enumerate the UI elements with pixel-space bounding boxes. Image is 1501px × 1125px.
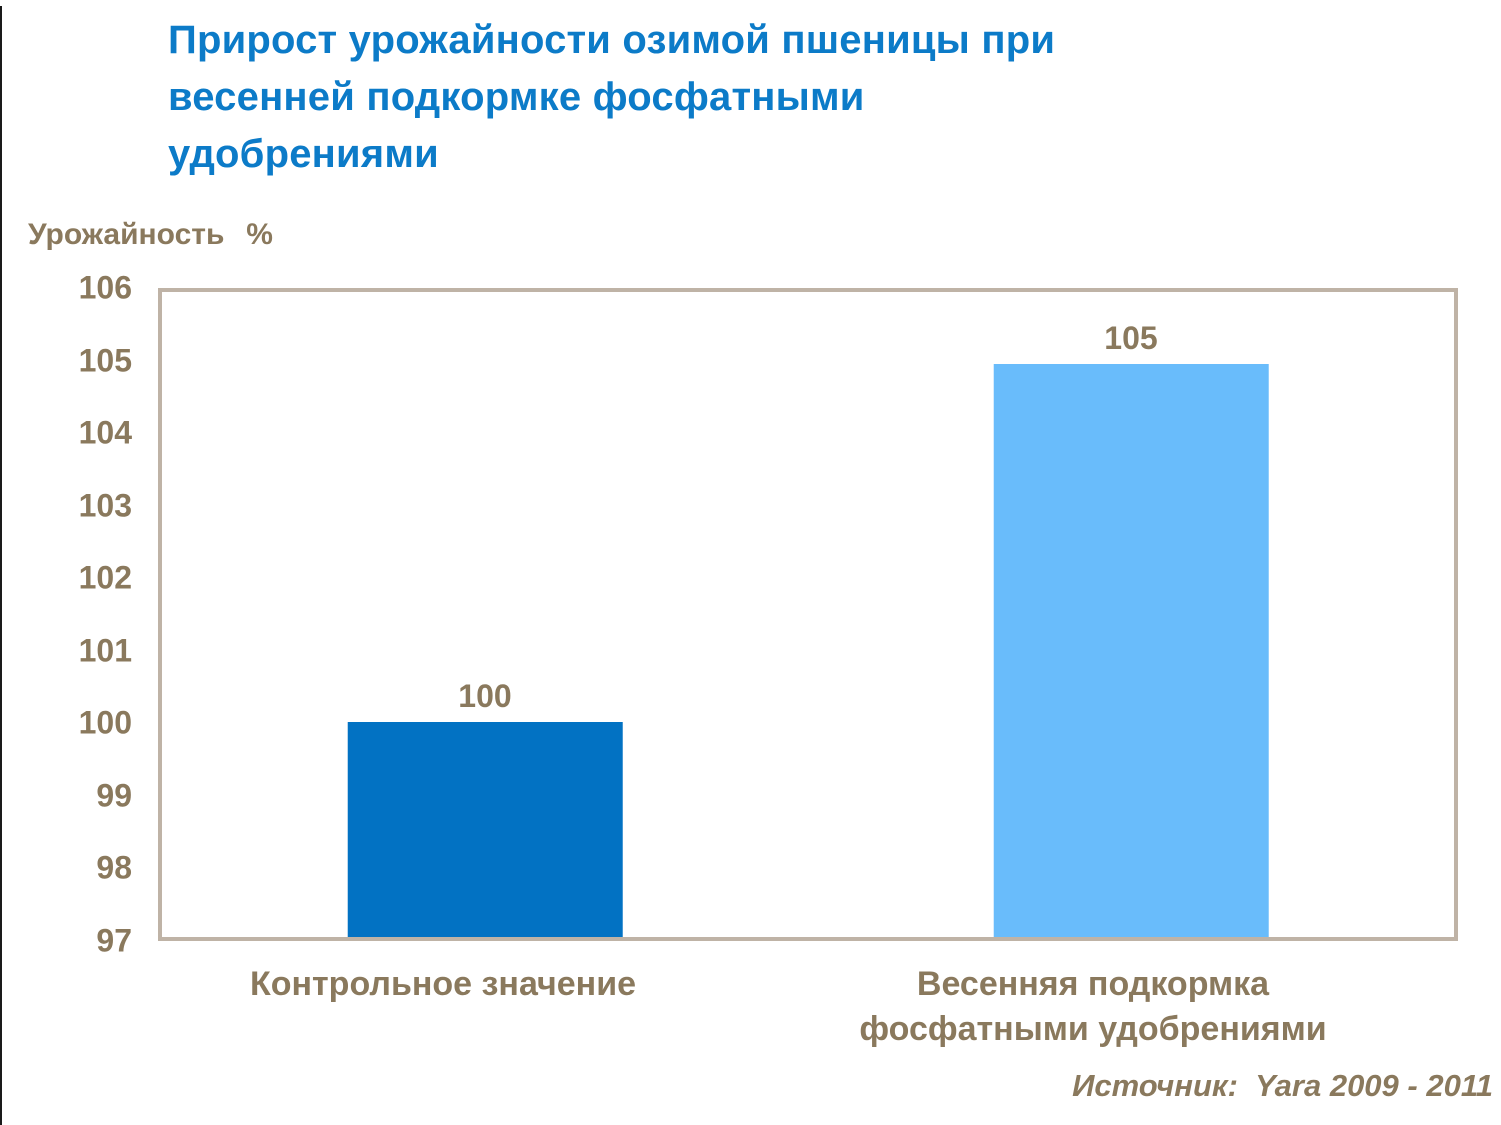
y-axis-title: Урожайность % — [28, 218, 273, 251]
y-tick-label: 106 — [78, 269, 132, 306]
bar-value-label: 105 — [1104, 319, 1158, 356]
y-tick-label: 98 — [96, 849, 132, 886]
source-note: Источник: Yara 2009 - 2011 — [1072, 1068, 1493, 1103]
chart-title-line-3: удобрениями — [168, 132, 439, 176]
chart-title-line-2: весенней подкормке фосфатными — [168, 75, 865, 119]
y-tick-label: 103 — [78, 487, 132, 524]
x-axis-labels: Контрольное значение Весенняя подкормка ф… — [118, 962, 1418, 1052]
x-category-label: Весенняя подкормка фосфатными удобрениям… — [859, 965, 1327, 1048]
x-category-label: Контрольное значение — [249, 965, 637, 1003]
bar-slot-1: 100 — [162, 292, 808, 937]
plot-area: 100 105 — [158, 288, 1458, 941]
chart-title: Прирост урожайности озимой пшеницы при ве… — [168, 12, 1055, 183]
bar-value-label: 100 — [458, 678, 512, 715]
left-edge-line — [0, 6, 2, 1125]
bar-slot-2: 105 — [808, 292, 1454, 937]
y-tick-label: 97 — [96, 922, 132, 959]
bar-2 — [993, 363, 1269, 937]
bar-1 — [347, 722, 623, 937]
y-tick-label: 105 — [78, 342, 132, 379]
chart-title-line-1: Прирост урожайности озимой пшеницы при — [168, 18, 1056, 62]
y-tick-label: 104 — [78, 414, 132, 451]
y-tick-label: 102 — [78, 559, 132, 596]
y-tick-label: 99 — [96, 777, 132, 814]
y-tick-label: 101 — [78, 632, 132, 669]
y-axis-ticks: 97 98 99 100 101 102 103 104 105 106 — [0, 270, 132, 959]
y-tick-label: 100 — [78, 704, 132, 741]
